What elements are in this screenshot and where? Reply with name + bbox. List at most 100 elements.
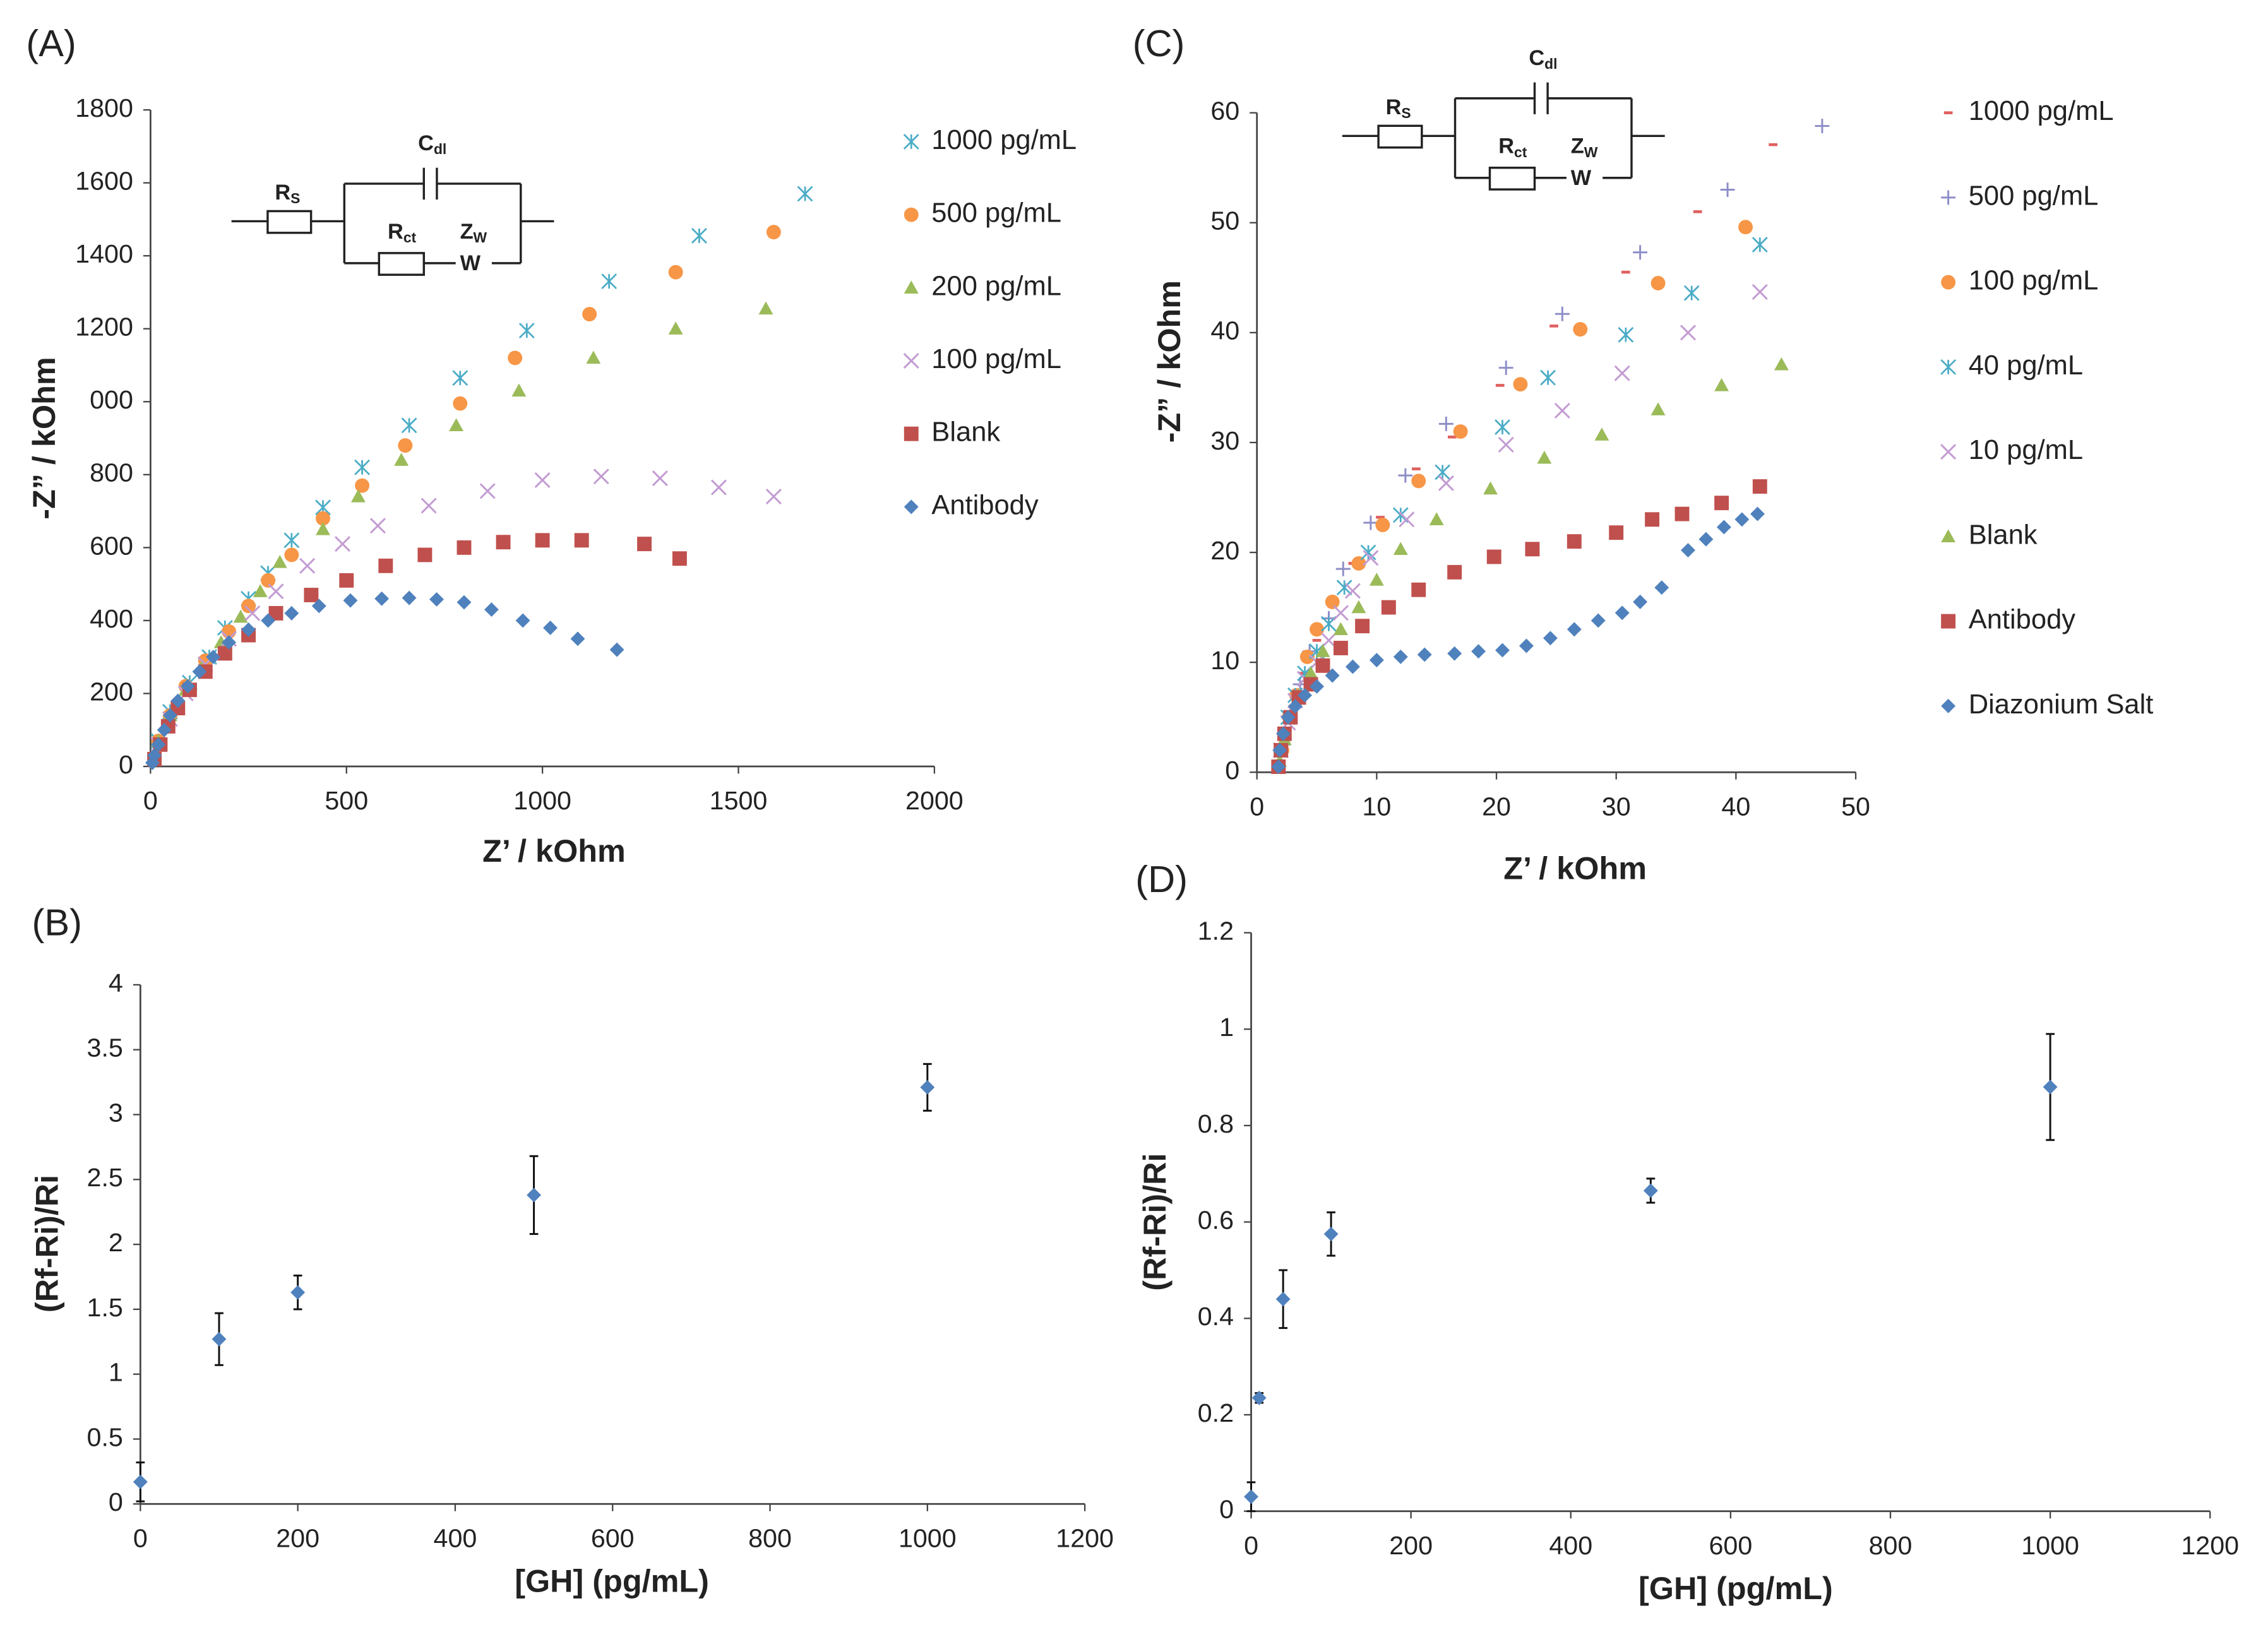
legend-label: Diazonium Salt (1969, 689, 2154, 720)
circuit-label-main: C (418, 131, 434, 155)
x-tick-label: 600 (1709, 1531, 1752, 1560)
circuit-label-sub: W (1584, 144, 1598, 160)
resistor (1488, 166, 1536, 191)
marker (1714, 378, 1729, 391)
circuit-label: W (1571, 166, 1592, 190)
y-tick-label: 000 (90, 385, 133, 414)
marker (290, 1285, 306, 1300)
marker (1332, 605, 1349, 621)
marker (1698, 532, 1714, 547)
x-tick-label: 1000 (2021, 1531, 2079, 1560)
marker (1591, 613, 1606, 628)
marker (1643, 1183, 1658, 1198)
marker (1609, 525, 1624, 540)
y-axis-label: (Rf-Ri)/Ri (1137, 1153, 1173, 1290)
marker (496, 535, 511, 550)
marker (652, 470, 668, 487)
marker (421, 497, 437, 514)
marker (1752, 237, 1768, 253)
legend-label: 500 pg/mL (931, 198, 1061, 229)
marker (374, 591, 390, 606)
marker (1344, 583, 1361, 599)
marker (335, 536, 351, 552)
x-tick-label: 1200 (2181, 1531, 2239, 1560)
x-tick-label: 40 (1721, 792, 1750, 821)
marker (518, 323, 535, 339)
marker (1752, 479, 1767, 494)
marker (284, 532, 300, 549)
marker (1486, 549, 1501, 564)
marker (401, 417, 417, 434)
marker (1393, 542, 1408, 555)
marker (212, 1331, 227, 1347)
marker (1633, 245, 1648, 260)
y-tick-label: 1800 (75, 93, 133, 122)
marker (1525, 542, 1540, 557)
circuit-label-main: W (1571, 166, 1592, 190)
marker (1355, 619, 1370, 634)
y-tick-label: 800 (90, 458, 133, 487)
marker (535, 533, 550, 548)
marker (1351, 600, 1366, 614)
marker (515, 613, 530, 628)
legend-marker (1940, 444, 1957, 460)
circuit-label-main: W (460, 251, 481, 275)
marker (766, 225, 781, 240)
circuit-label-sub: W (474, 229, 487, 246)
legend-marker (903, 353, 919, 369)
marker (1650, 402, 1666, 415)
legend-label: 100 pg/mL (1969, 266, 2099, 296)
marker (1303, 666, 1318, 679)
legend-marker (904, 280, 919, 294)
marker (508, 350, 523, 366)
marker (1498, 360, 1513, 376)
marker (920, 1080, 935, 1095)
marker (1618, 326, 1634, 343)
legend-label: 1000 pg/mL (931, 125, 1077, 155)
x-tick-label: 0 (133, 1523, 148, 1552)
marker (1645, 512, 1660, 527)
x-tick-label: 10 (1362, 792, 1391, 821)
marker (316, 522, 330, 535)
y-tick-label: 0 (119, 750, 133, 779)
circuit-label: RS (275, 181, 300, 206)
resistor (1377, 124, 1423, 149)
marker (1614, 605, 1630, 621)
marker (147, 748, 162, 763)
marker (1738, 220, 1753, 235)
marker (1299, 649, 1315, 664)
marker (133, 1474, 148, 1489)
marker (299, 557, 316, 574)
marker (1683, 285, 1700, 301)
marker (452, 370, 469, 386)
marker (1573, 322, 1588, 337)
y-tick-label: 3 (109, 1098, 123, 1127)
marker (609, 642, 624, 657)
marker (1495, 643, 1510, 658)
circuit-label: RS (1386, 95, 1411, 121)
circuit-label-sub: ct (403, 229, 417, 246)
marker (1734, 512, 1750, 527)
marker (1750, 506, 1765, 521)
marker (1513, 377, 1528, 392)
marker (1674, 506, 1690, 521)
marker (394, 453, 409, 466)
x-tick-label: 800 (1869, 1531, 1913, 1560)
marker (1363, 550, 1379, 566)
circuit-label: Cdl (1529, 46, 1557, 72)
circuit-label-sub: S (1401, 105, 1411, 121)
circuit-label-main: R (1498, 134, 1514, 158)
x-tick-label: 600 (591, 1523, 635, 1552)
circuit-label: Rct (1498, 134, 1527, 160)
y-tick-label: 1600 (75, 167, 133, 196)
marker (1363, 515, 1378, 530)
circuit-label-sub: ct (1514, 144, 1527, 160)
marker (484, 602, 499, 617)
marker (1594, 427, 1609, 441)
marker (261, 573, 276, 588)
marker (316, 511, 330, 526)
resistor (266, 210, 313, 234)
marker (170, 693, 186, 708)
marker (304, 588, 319, 602)
circuit-label-sub: dl (1544, 56, 1557, 72)
